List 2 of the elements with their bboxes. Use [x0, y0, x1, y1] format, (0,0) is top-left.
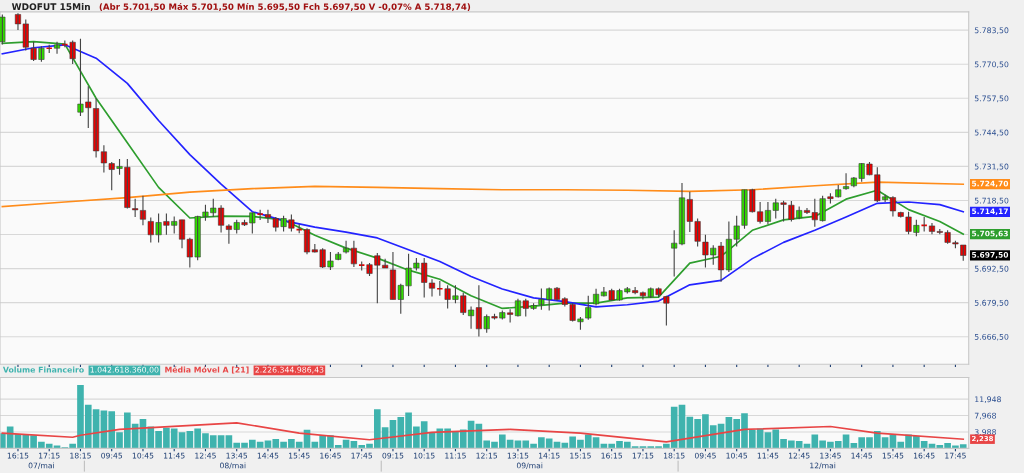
chart-title: WDOFUT 15Min	[11, 3, 90, 11]
chart-subtitle: (Abr 5.701,50 Máx 5.701,50 Mín 5.695,50 Fch 5.697,50 V -0,07% A 5.718,74)	[99, 2, 471, 12]
